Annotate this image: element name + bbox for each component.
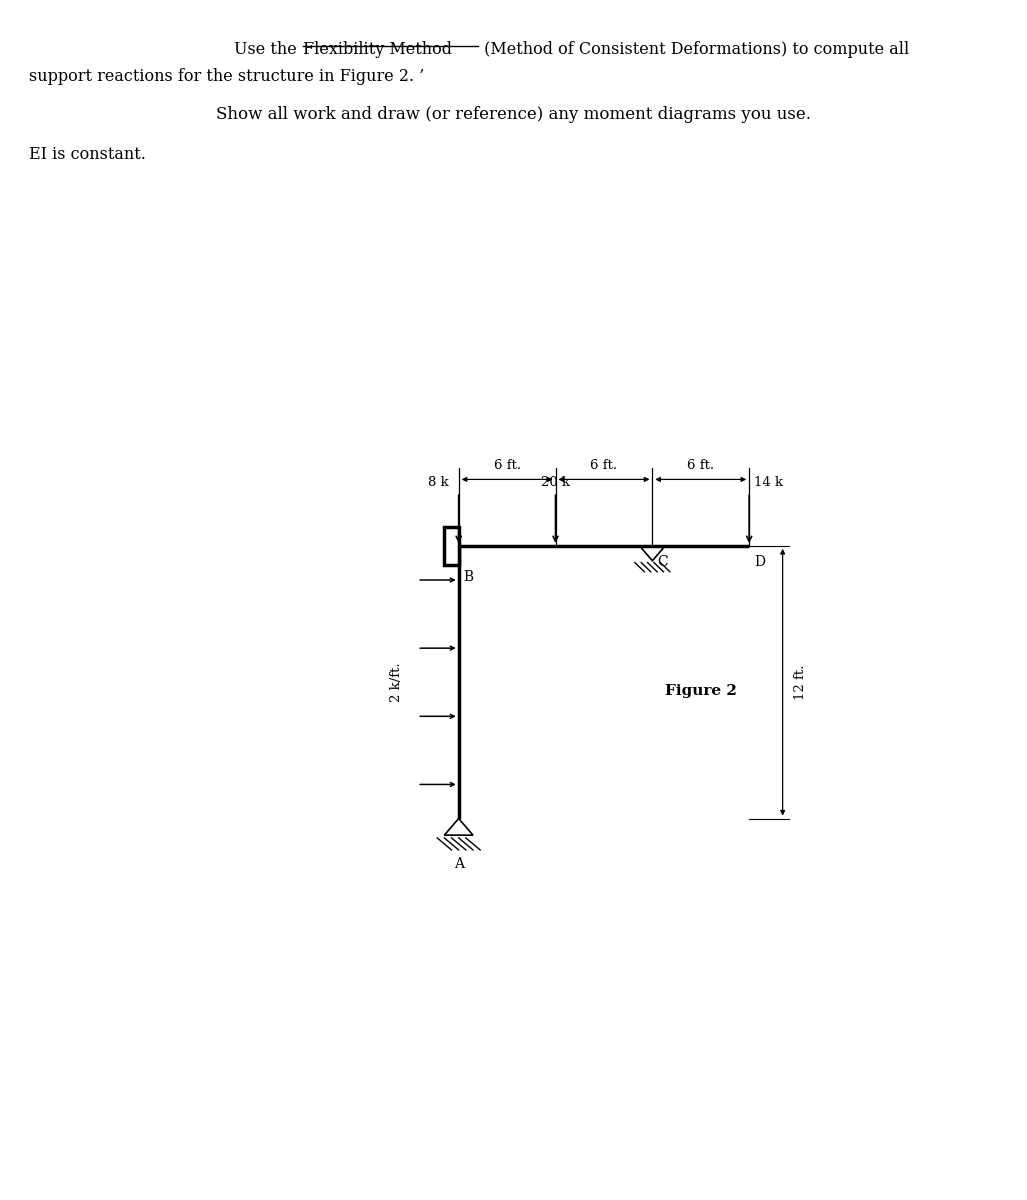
Text: 6 ft.: 6 ft. [687,460,715,472]
Text: A: A [454,857,463,871]
Text: Figure 2: Figure 2 [664,684,736,698]
Text: Show all work and draw (or reference) any moment diagrams you use.: Show all work and draw (or reference) an… [216,106,811,122]
Text: C: C [657,556,668,569]
Text: 14 k: 14 k [754,475,784,488]
Text: B: B [463,570,473,584]
Text: D: D [754,556,765,569]
Text: 20 k: 20 k [541,475,570,488]
Text: 2 k/ft.: 2 k/ft. [390,662,404,702]
Text: EI is constant.: EI is constant. [29,146,146,163]
Text: 6 ft.: 6 ft. [591,460,617,472]
Bar [445,527,459,565]
Text: Flexibility Method: Flexibility Method [303,41,452,58]
Text: 6 ft.: 6 ft. [494,460,521,472]
Text: 8 k: 8 k [428,475,449,488]
Text: support reactions for the structure in Figure 2. ’: support reactions for the structure in F… [29,68,424,85]
Text: (Method of Consistent Deformations) to compute all: (Method of Consistent Deformations) to c… [479,41,909,58]
Text: Use the: Use the [234,41,302,58]
Text: 12 ft.: 12 ft. [794,665,807,700]
